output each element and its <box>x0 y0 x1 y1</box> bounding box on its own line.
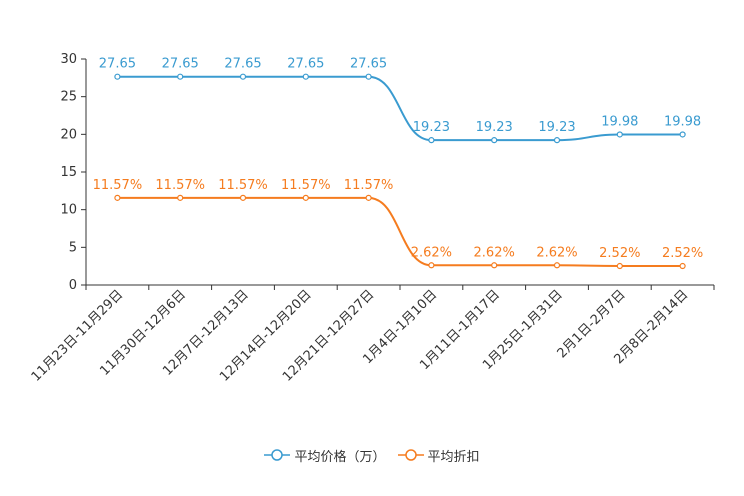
legend-line-circle-icon <box>264 449 291 461</box>
y-tick-label: 30 <box>60 52 77 67</box>
data-point <box>553 137 561 144</box>
data-label: 2.62% <box>411 245 452 260</box>
legend-label-discount: 平均折扣 <box>427 449 480 465</box>
data-point <box>302 73 309 80</box>
series-0: 27.65 27.65 27.65 27.65 27.65 19.23 19.23 19.23… <box>99 57 701 144</box>
data-label: 2.62% <box>536 245 577 260</box>
legend-line-circle-icon <box>397 449 424 461</box>
y-tick-label: 15 <box>60 165 77 180</box>
series-line <box>117 75 683 142</box>
data-point <box>302 194 309 201</box>
data-point <box>114 194 121 201</box>
data-point <box>114 73 121 80</box>
data-point <box>428 137 435 144</box>
data-label: 11.57% <box>93 178 143 193</box>
data-point <box>177 73 184 80</box>
data-label: 11.57% <box>344 178 394 193</box>
line-chart: 05101520253011月23日-11月29日11月30日-12月6日12月… <box>29 52 715 385</box>
data-label: 11.57% <box>281 178 331 193</box>
y-tick-label: 20 <box>60 127 77 142</box>
data-label: 27.65 <box>99 57 136 72</box>
data-label: 11.57% <box>155 178 205 193</box>
data-label: 19.23 <box>538 120 575 135</box>
data-label: 19.23 <box>413 120 450 135</box>
y-tick-label: 5 <box>69 240 77 255</box>
data-point <box>239 73 247 80</box>
series-layer: 27.65 27.65 27.65 27.65 27.65 19.23 19.23 19.23… <box>93 57 703 270</box>
data-label: 2.52% <box>662 246 703 261</box>
data-point <box>679 262 686 270</box>
data-label: 19.98 <box>601 114 638 129</box>
series-1: 11.57% 11.57% 11.57% 11.57% 11.57% 2.62% 2.62%… <box>93 178 703 270</box>
data-point <box>616 131 623 138</box>
data-point <box>239 194 247 201</box>
data-point <box>428 262 435 269</box>
data-label: 19.23 <box>476 120 513 135</box>
legend-label-price: 平均价格（万） <box>294 449 386 465</box>
data-point <box>365 73 372 80</box>
axes: 05101520253011月23日-11月29日11月30日-12月6日12月… <box>29 52 715 385</box>
data-label: 27.65 <box>224 57 261 72</box>
data-label: 19.98 <box>664 114 701 129</box>
y-tick-label: 25 <box>60 90 77 105</box>
data-point <box>177 194 184 201</box>
data-point <box>491 262 498 269</box>
y-tick-label: 0 <box>69 278 77 293</box>
data-label: 27.65 <box>287 57 324 72</box>
data-label: 2.52% <box>599 246 640 261</box>
legend-item-discount[interactable]: 平均折扣 <box>397 446 480 465</box>
data-point <box>679 131 686 138</box>
legend-item-price[interactable]: 平均价格（万） <box>264 446 386 465</box>
legend: 平均价格（万） 平均折扣 <box>0 445 744 465</box>
y-tick-label: 10 <box>60 203 77 218</box>
data-point <box>491 137 498 144</box>
data-label: 2.62% <box>474 245 515 260</box>
series-line <box>117 196 683 268</box>
data-label: 27.65 <box>162 57 199 72</box>
data-point <box>616 262 623 270</box>
data-label: 27.65 <box>350 57 387 72</box>
data-point <box>553 262 561 269</box>
data-label: 11.57% <box>218 178 268 193</box>
data-point <box>365 194 372 201</box>
